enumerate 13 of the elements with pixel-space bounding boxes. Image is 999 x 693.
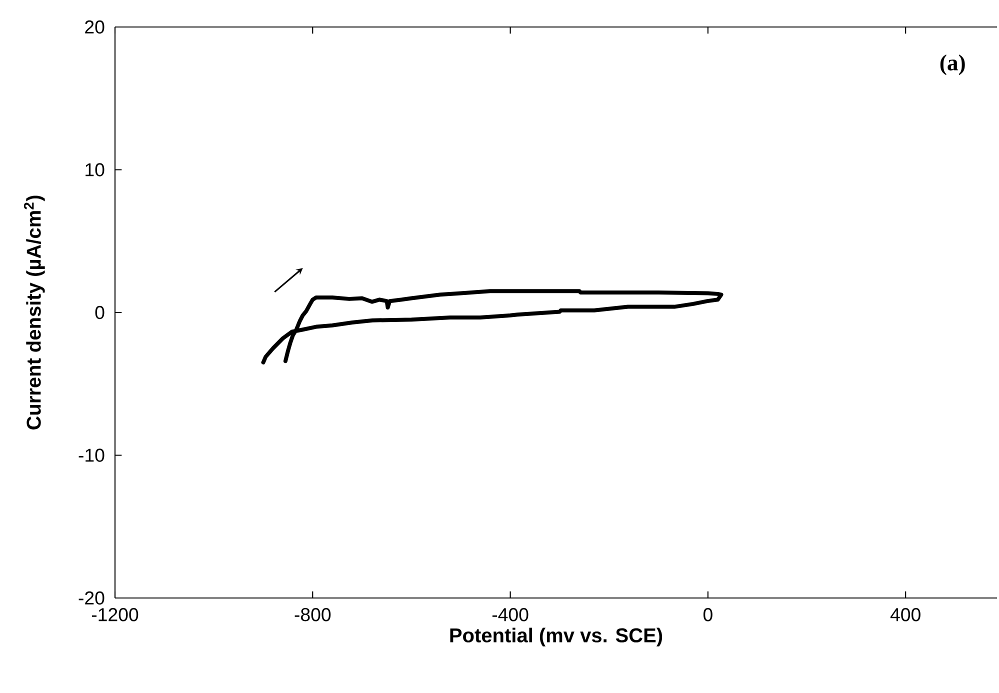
- x-tick-label: 0: [703, 608, 712, 622]
- y-tick-label: -10: [78, 448, 104, 462]
- y-tick-label: 0: [95, 306, 104, 320]
- y-tick-label: 20: [85, 20, 104, 34]
- x-tick-label: -800: [294, 608, 331, 622]
- x-tick-label: -1200: [92, 608, 138, 622]
- y-tick-label: -20: [78, 591, 104, 605]
- x-tick-label: 400: [890, 608, 920, 622]
- annotation: (a): [940, 54, 965, 76]
- y-tick-label: 10: [86, 163, 104, 176]
- x-tick-label: -400: [492, 608, 528, 622]
- y-axis-title: Current density (µA/cm$^{2}$): [24, 196, 45, 430]
- x-axis-title: Potential (mv vs. SCE): [450, 628, 662, 646]
